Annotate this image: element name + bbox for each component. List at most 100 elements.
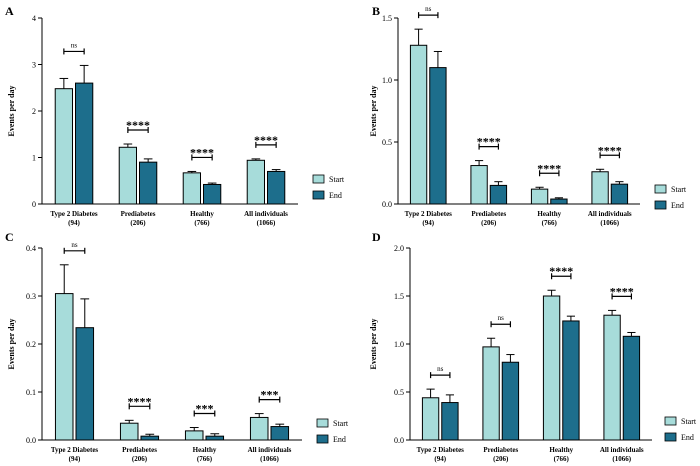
x-tick-count: (206): [132, 455, 148, 463]
bar-start: [54, 88, 74, 205]
legend-swatch-end: [316, 434, 329, 444]
panel-label: A: [5, 4, 14, 18]
x-tick-label: All individuals: [248, 446, 292, 454]
significance-label: ****: [254, 133, 278, 147]
significance-label: ns: [71, 241, 78, 249]
bar-end: [267, 170, 286, 205]
significance-label: ***: [261, 388, 279, 402]
significance-label: ns: [71, 41, 78, 49]
y-tick-label: 1.5: [382, 14, 392, 23]
x-tick-count: (206): [493, 455, 509, 463]
x-tick-label: Prediabetes: [471, 210, 506, 218]
panel-c: C 0.0 0.1 0.2 0.3 0.4 Events per day ns Type 2 D…: [5, 230, 349, 463]
x-tick-label: All individuals: [244, 210, 288, 218]
x-tick-count: (94): [422, 219, 434, 227]
y-tick-label: 0.5: [394, 388, 404, 397]
bar-start: [421, 397, 440, 441]
legend-label-end: End: [333, 435, 346, 444]
bar-start: [591, 171, 609, 205]
bar-start: [54, 293, 74, 441]
panel-label: C: [5, 230, 14, 244]
y-axis-title: Events per day: [7, 86, 16, 137]
legend-label-start: Start: [329, 175, 345, 184]
significance-label: ns: [437, 365, 444, 373]
x-tick-count: (1066): [600, 219, 619, 227]
x-tick-count: (206): [130, 219, 146, 227]
panel-label: D: [372, 230, 381, 244]
x-tick-count: (766): [542, 219, 558, 227]
bar-start: [182, 172, 202, 205]
bar-end: [270, 426, 290, 441]
legend: Start End: [664, 416, 697, 442]
bar-start: [246, 159, 266, 205]
x-tick-label: Healthy: [193, 446, 217, 454]
y-tick-label: 2: [32, 107, 36, 116]
bar-end: [550, 198, 568, 205]
y-axis-title: Events per day: [369, 319, 378, 370]
y-tick-label: 0.0: [394, 436, 404, 445]
y-tick-label: 2.0: [394, 244, 404, 253]
x-tick-count: (766): [194, 219, 210, 227]
bar-start: [249, 416, 269, 441]
legend-label-end: End: [671, 201, 684, 210]
bar-end: [203, 183, 222, 205]
x-tick-count: (1066): [612, 455, 631, 463]
bar-end: [140, 435, 160, 441]
bar-start: [184, 430, 204, 441]
significance-label: ****: [190, 145, 214, 159]
significance-label: ****: [126, 118, 150, 132]
significance-label: ***: [196, 402, 214, 416]
legend-label-end: End: [681, 433, 694, 442]
bar-end: [489, 184, 508, 205]
legend: Start End: [312, 174, 345, 200]
x-tick-count: (1066): [260, 455, 279, 463]
x-tick-count: (766): [197, 455, 213, 463]
x-tick-label: Healthy: [190, 210, 214, 218]
x-tick-label: All individuals: [588, 210, 632, 218]
bar-start: [118, 146, 138, 205]
legend-label-start: Start: [333, 419, 349, 428]
legend-swatch-end: [654, 200, 667, 210]
x-tick-label: Type 2 Diabetes: [51, 446, 99, 454]
panel-b: B 0.0 0.5 1.0 1.5 Events per day ns Type 2 Diab…: [369, 4, 687, 227]
x-tick-label: Healthy: [537, 210, 561, 218]
x-tick-label: All individuals: [600, 446, 644, 454]
x-tick-count: (766): [554, 455, 570, 463]
significance-label: ****: [598, 143, 622, 157]
significance-label: ns: [498, 314, 505, 322]
x-tick-label: Prediabetes: [483, 446, 518, 454]
significance-label: ****: [537, 161, 561, 175]
bar-start: [470, 165, 488, 205]
legend-swatch-start: [654, 184, 667, 194]
significance-label: ****: [549, 264, 573, 278]
x-tick-count: (94): [434, 455, 446, 463]
significance-label: ****: [128, 394, 152, 408]
y-tick-label: 0.3: [26, 292, 36, 301]
bar-start: [119, 422, 139, 441]
legend-label-end: End: [329, 191, 342, 200]
y-tick-label: 3: [32, 61, 36, 70]
bar-start: [542, 295, 561, 441]
bar-start: [603, 314, 621, 441]
legend-swatch-end: [664, 432, 677, 442]
y-tick-label: 0: [32, 200, 36, 209]
x-tick-count: (94): [68, 219, 80, 227]
legend: Start End: [316, 418, 349, 444]
y-tick-label: 1.5: [394, 292, 404, 301]
legend-swatch-end: [312, 190, 325, 200]
y-tick-label: 0.1: [26, 388, 36, 397]
x-tick-label: Type 2 Diabetes: [417, 446, 465, 454]
y-tick-label: 4: [32, 14, 36, 23]
y-tick-label: 1.0: [382, 76, 392, 85]
bar-start: [482, 346, 500, 441]
bar-end: [622, 335, 641, 441]
bar-end: [205, 435, 225, 441]
x-tick-count: (206): [481, 219, 497, 227]
y-tick-label: 0.0: [382, 200, 392, 209]
bar-start: [409, 44, 428, 205]
legend: Start End: [654, 184, 687, 210]
y-tick-label: 1.0: [394, 340, 404, 349]
x-tick-label: Type 2 Diabetes: [405, 210, 453, 218]
x-tick-label: Prediabetes: [122, 446, 157, 454]
x-tick-count: (94): [69, 455, 81, 463]
